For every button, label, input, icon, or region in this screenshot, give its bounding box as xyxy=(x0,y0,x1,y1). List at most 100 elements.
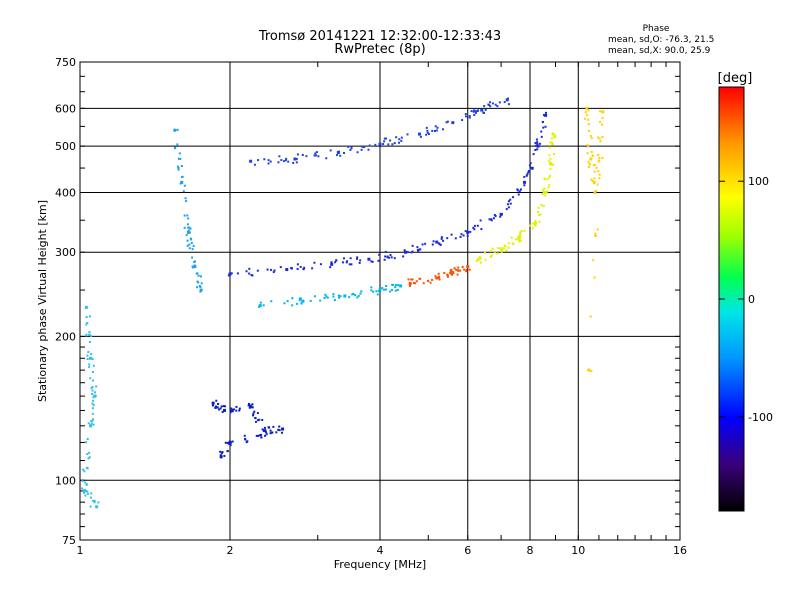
data-point xyxy=(92,418,95,421)
data-point xyxy=(584,111,587,114)
data-point xyxy=(517,237,521,241)
data-point xyxy=(601,116,604,119)
data-point xyxy=(598,173,601,176)
data-point xyxy=(516,189,519,192)
data-point xyxy=(549,141,552,144)
data-point xyxy=(177,157,180,160)
data-point xyxy=(263,429,267,433)
data-point xyxy=(244,437,247,440)
data-point xyxy=(466,230,470,234)
data-point xyxy=(410,251,413,254)
data-point xyxy=(549,167,552,170)
data-point xyxy=(188,247,191,250)
data-point xyxy=(412,282,415,285)
data-point xyxy=(598,177,601,180)
data-point xyxy=(270,300,273,303)
data-point xyxy=(378,288,382,292)
data-point xyxy=(424,242,427,245)
data-point xyxy=(251,403,254,406)
data-point xyxy=(317,155,320,158)
data-point xyxy=(383,137,386,140)
y-tick-label: 200 xyxy=(55,330,76,343)
data-point xyxy=(465,269,468,272)
data-point xyxy=(593,276,596,279)
data-point xyxy=(449,270,452,273)
data-point xyxy=(185,234,188,237)
data-point xyxy=(543,178,546,181)
data-point xyxy=(473,228,476,231)
data-point xyxy=(473,109,476,112)
data-point xyxy=(500,250,503,253)
data-point xyxy=(90,420,93,423)
data-point xyxy=(251,406,254,409)
data-point xyxy=(227,274,230,277)
data-point xyxy=(535,138,538,141)
data-point xyxy=(503,101,506,104)
data-point xyxy=(548,146,551,149)
data-point xyxy=(488,218,491,221)
data-point xyxy=(442,239,445,242)
data-point xyxy=(173,147,176,150)
data-point xyxy=(277,161,280,164)
data-point xyxy=(523,175,526,178)
data-point xyxy=(551,132,555,136)
data-point xyxy=(411,278,414,281)
data-point xyxy=(224,441,227,444)
data-point xyxy=(84,305,88,309)
data-point xyxy=(599,140,602,143)
data-point xyxy=(389,139,392,142)
data-point xyxy=(371,260,374,263)
data-point xyxy=(361,145,364,148)
data-point xyxy=(421,243,424,246)
data-point xyxy=(198,285,201,288)
data-point xyxy=(393,142,396,145)
data-point xyxy=(86,437,89,440)
data-point xyxy=(383,258,386,261)
data-point xyxy=(593,170,596,173)
data-point xyxy=(588,166,591,169)
data-point xyxy=(523,180,527,184)
data-point xyxy=(359,259,362,262)
data-point xyxy=(257,159,260,162)
data-point xyxy=(451,121,455,125)
data-point xyxy=(473,224,476,227)
data-point xyxy=(356,151,359,154)
data-point xyxy=(223,454,226,457)
data-point xyxy=(536,144,540,148)
data-point xyxy=(531,222,534,225)
data-point xyxy=(82,489,86,493)
data-point xyxy=(269,160,272,163)
data-point xyxy=(295,158,298,161)
data-point xyxy=(470,110,473,113)
data-point xyxy=(526,173,529,176)
colorbar-tick-label: 100 xyxy=(748,175,769,188)
data-point xyxy=(517,193,520,196)
data-point xyxy=(185,200,188,203)
data-point xyxy=(91,385,94,388)
data-point xyxy=(339,295,342,298)
data-point xyxy=(313,295,316,298)
data-point xyxy=(220,452,223,455)
data-point xyxy=(370,286,373,289)
data-point xyxy=(303,266,306,269)
data-point xyxy=(594,232,597,235)
data-point xyxy=(260,433,263,436)
data-point xyxy=(587,118,590,121)
data-point xyxy=(543,187,546,190)
data-point xyxy=(377,259,380,262)
data-point xyxy=(82,468,85,471)
data-point xyxy=(496,105,499,108)
data-point xyxy=(409,284,412,287)
data-point xyxy=(494,103,497,106)
data-point xyxy=(507,206,510,209)
data-point xyxy=(226,450,229,453)
data-point xyxy=(416,246,419,249)
data-point xyxy=(433,130,436,133)
data-point xyxy=(350,147,353,150)
data-point xyxy=(337,294,340,297)
data-point xyxy=(391,283,394,286)
data-point xyxy=(482,111,485,114)
data-point xyxy=(81,487,84,490)
data-point xyxy=(381,287,384,290)
colorbar-tick-label: -100 xyxy=(748,411,773,424)
